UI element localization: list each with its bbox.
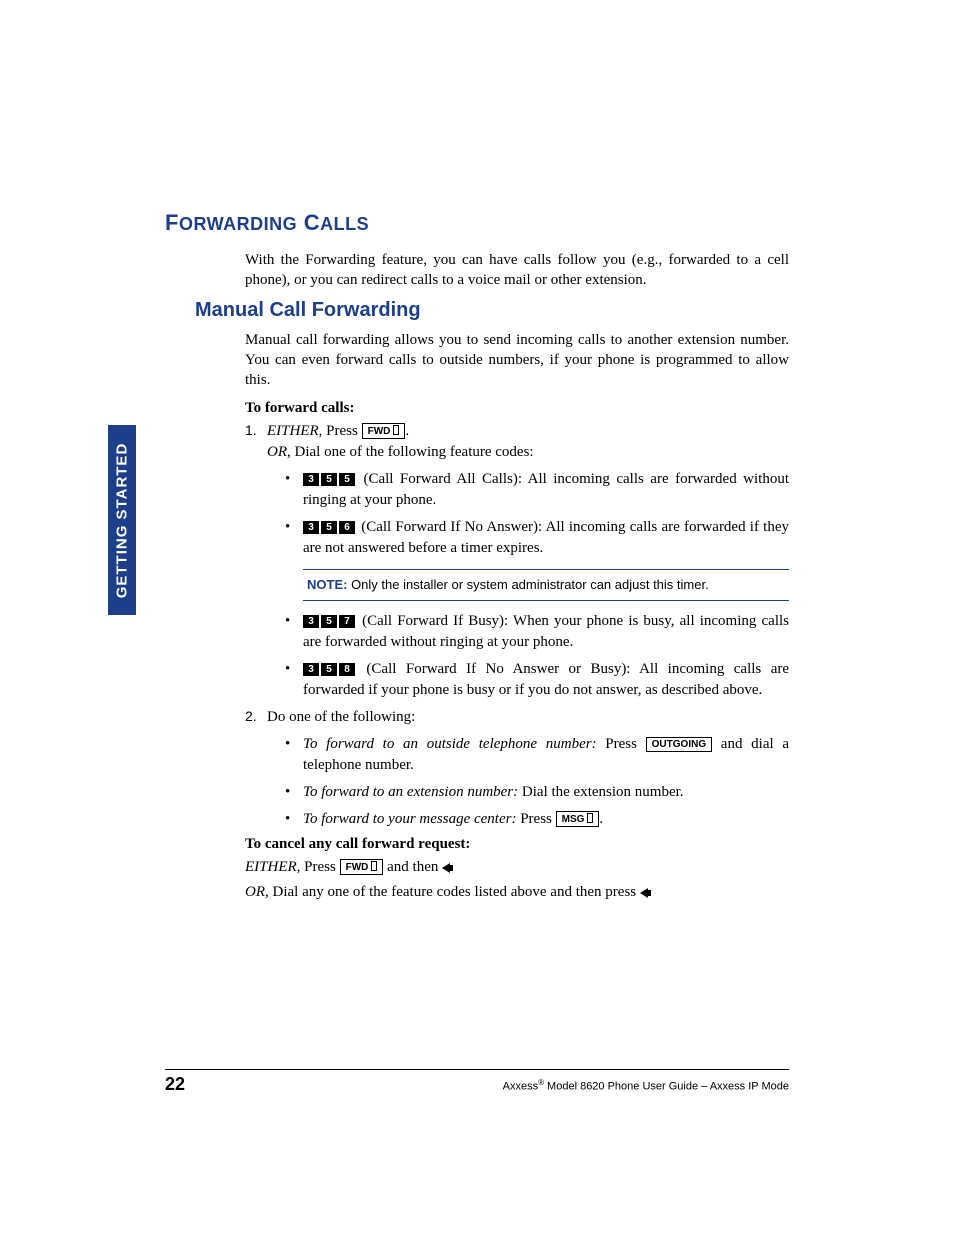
step2-bullets: To forward to an outside telephone numbe… bbox=[285, 734, 789, 830]
fwd-key: FWD bbox=[362, 423, 406, 439]
fwd-msg-em: To forward to your message center: bbox=[303, 811, 516, 827]
step-num-2: 2. bbox=[245, 707, 257, 727]
digit-key: 7 bbox=[339, 615, 355, 628]
cancel-line1: EITHER, Press FWD and then . bbox=[245, 857, 789, 877]
digit-key: 5 bbox=[321, 663, 337, 676]
footer-rest: Model 8620 Phone User Guide – Axxess IP … bbox=[544, 1081, 789, 1093]
fwd-msg-a: Press bbox=[516, 811, 555, 827]
intro-text: With the Forwarding feature, you can hav… bbox=[245, 250, 789, 291]
digit-key: 3 bbox=[303, 473, 319, 486]
digit-key: 3 bbox=[303, 615, 319, 628]
fwd-ext-a: Dial the extension number. bbox=[518, 784, 683, 800]
code-358-text: (Call Forward If No Answer or Busy): All… bbox=[303, 661, 789, 698]
fwd-key-label: FWD bbox=[368, 426, 391, 437]
digit-key: 5 bbox=[321, 521, 337, 534]
lamp-icon bbox=[371, 861, 377, 871]
footer: 22 Axxess® Model 8620 Phone User Guide –… bbox=[165, 1069, 789, 1095]
digit-key: 6 bbox=[339, 521, 355, 534]
steps-list: 1. EITHER, Press FWD. OR, Dial one of th… bbox=[245, 421, 789, 830]
cancel-l2a: Dial any one of the feature codes listed… bbox=[269, 884, 640, 900]
note-text: Only the installer or system administrat… bbox=[347, 577, 708, 592]
sub-intro: Manual call forwarding allows you to sen… bbox=[245, 330, 789, 391]
msg-key: MSG bbox=[556, 811, 600, 827]
code-356: 356 (Call Forward If No Answer): All inc… bbox=[285, 517, 789, 601]
to-forward-heading: To forward calls: bbox=[245, 400, 789, 417]
code-list: 355 (Call Forward All Calls): All incomi… bbox=[285, 469, 789, 701]
page-number: 22 bbox=[165, 1074, 185, 1095]
lamp-icon bbox=[393, 425, 399, 435]
subsection-title: Manual Call Forwarding bbox=[195, 299, 789, 322]
step-1: 1. EITHER, Press FWD. OR, Dial one of th… bbox=[245, 421, 789, 701]
period: . bbox=[405, 423, 409, 439]
digit-key: 3 bbox=[303, 521, 319, 534]
or-text: , Dial one of the following feature code… bbox=[287, 444, 534, 460]
either-label: EITHER bbox=[267, 423, 319, 439]
digit-key: 8 bbox=[339, 663, 355, 676]
sidebar-tab: GETTING STARTED bbox=[108, 425, 136, 615]
digit-key: 5 bbox=[321, 615, 337, 628]
cancel-l1b: and then bbox=[383, 859, 442, 875]
footer-brand: Axxess bbox=[503, 1081, 538, 1093]
footer-text: Axxess® Model 8620 Phone User Guide – Ax… bbox=[503, 1078, 789, 1093]
outgoing-key: OUTGOING bbox=[646, 737, 712, 752]
speaker-icon bbox=[640, 888, 648, 898]
step2-lead: Do one of the following: bbox=[267, 709, 415, 725]
h-cap2: C bbox=[304, 210, 320, 235]
code-358: 358 (Call Forward If No Answer or Busy):… bbox=[285, 659, 789, 701]
msg-key-label: MSG bbox=[562, 814, 585, 825]
h-rest2: ALLS bbox=[320, 214, 369, 234]
digit-key: 3 bbox=[303, 663, 319, 676]
fwd-outside-a: Press bbox=[597, 736, 646, 752]
fwd-key-2-label: FWD bbox=[346, 862, 369, 873]
code-355-text: (Call Forward All Calls): All incoming c… bbox=[303, 471, 789, 508]
cancel-l1a: , Press bbox=[297, 859, 340, 875]
code-357: 357 (Call Forward If Busy): When your ph… bbox=[285, 611, 789, 653]
h-rest1: ORWARDING bbox=[179, 214, 297, 234]
note-box: NOTE: Only the installer or system admin… bbox=[303, 569, 789, 601]
cancel-heading: To cancel any call forward request: bbox=[245, 836, 789, 853]
lamp-icon bbox=[587, 813, 593, 823]
press-text: , Press bbox=[319, 423, 362, 439]
code-357-text: (Call Forward If Busy): When your phone … bbox=[303, 613, 789, 650]
cancel-either: EITHER bbox=[245, 859, 297, 875]
or-label: OR bbox=[267, 444, 287, 460]
code-355: 355 (Call Forward All Calls): All incomi… bbox=[285, 469, 789, 511]
fwd-msg: To forward to your message center: Press… bbox=[285, 809, 789, 830]
fwd-outside: To forward to an outside telephone numbe… bbox=[285, 734, 789, 776]
sidebar-label: GETTING STARTED bbox=[114, 442, 131, 598]
fwd-msg-b: . bbox=[599, 811, 603, 827]
section-title: FORWARDING CALLS bbox=[165, 210, 789, 236]
note-label: NOTE: bbox=[307, 577, 347, 592]
page: GETTING STARTED FORWARDING CALLS With th… bbox=[0, 0, 954, 1235]
code-356-text: (Call Forward If No Answer): All incomin… bbox=[303, 519, 789, 556]
step-2: 2. Do one of the following: To forward t… bbox=[245, 707, 789, 830]
fwd-key-2: FWD bbox=[340, 859, 384, 875]
fwd-outside-em: To forward to an outside telephone numbe… bbox=[303, 736, 597, 752]
speaker-icon bbox=[442, 863, 450, 873]
fwd-ext-em: To forward to an extension number: bbox=[303, 784, 518, 800]
digit-key: 5 bbox=[321, 473, 337, 486]
h-cap1: F bbox=[165, 210, 179, 235]
cancel-or: OR, bbox=[245, 884, 269, 900]
cancel-line2: OR, Dial any one of the feature codes li… bbox=[245, 882, 789, 902]
digit-key: 5 bbox=[339, 473, 355, 486]
step-num-1: 1. bbox=[245, 421, 257, 441]
fwd-extension: To forward to an extension number: Dial … bbox=[285, 782, 789, 803]
